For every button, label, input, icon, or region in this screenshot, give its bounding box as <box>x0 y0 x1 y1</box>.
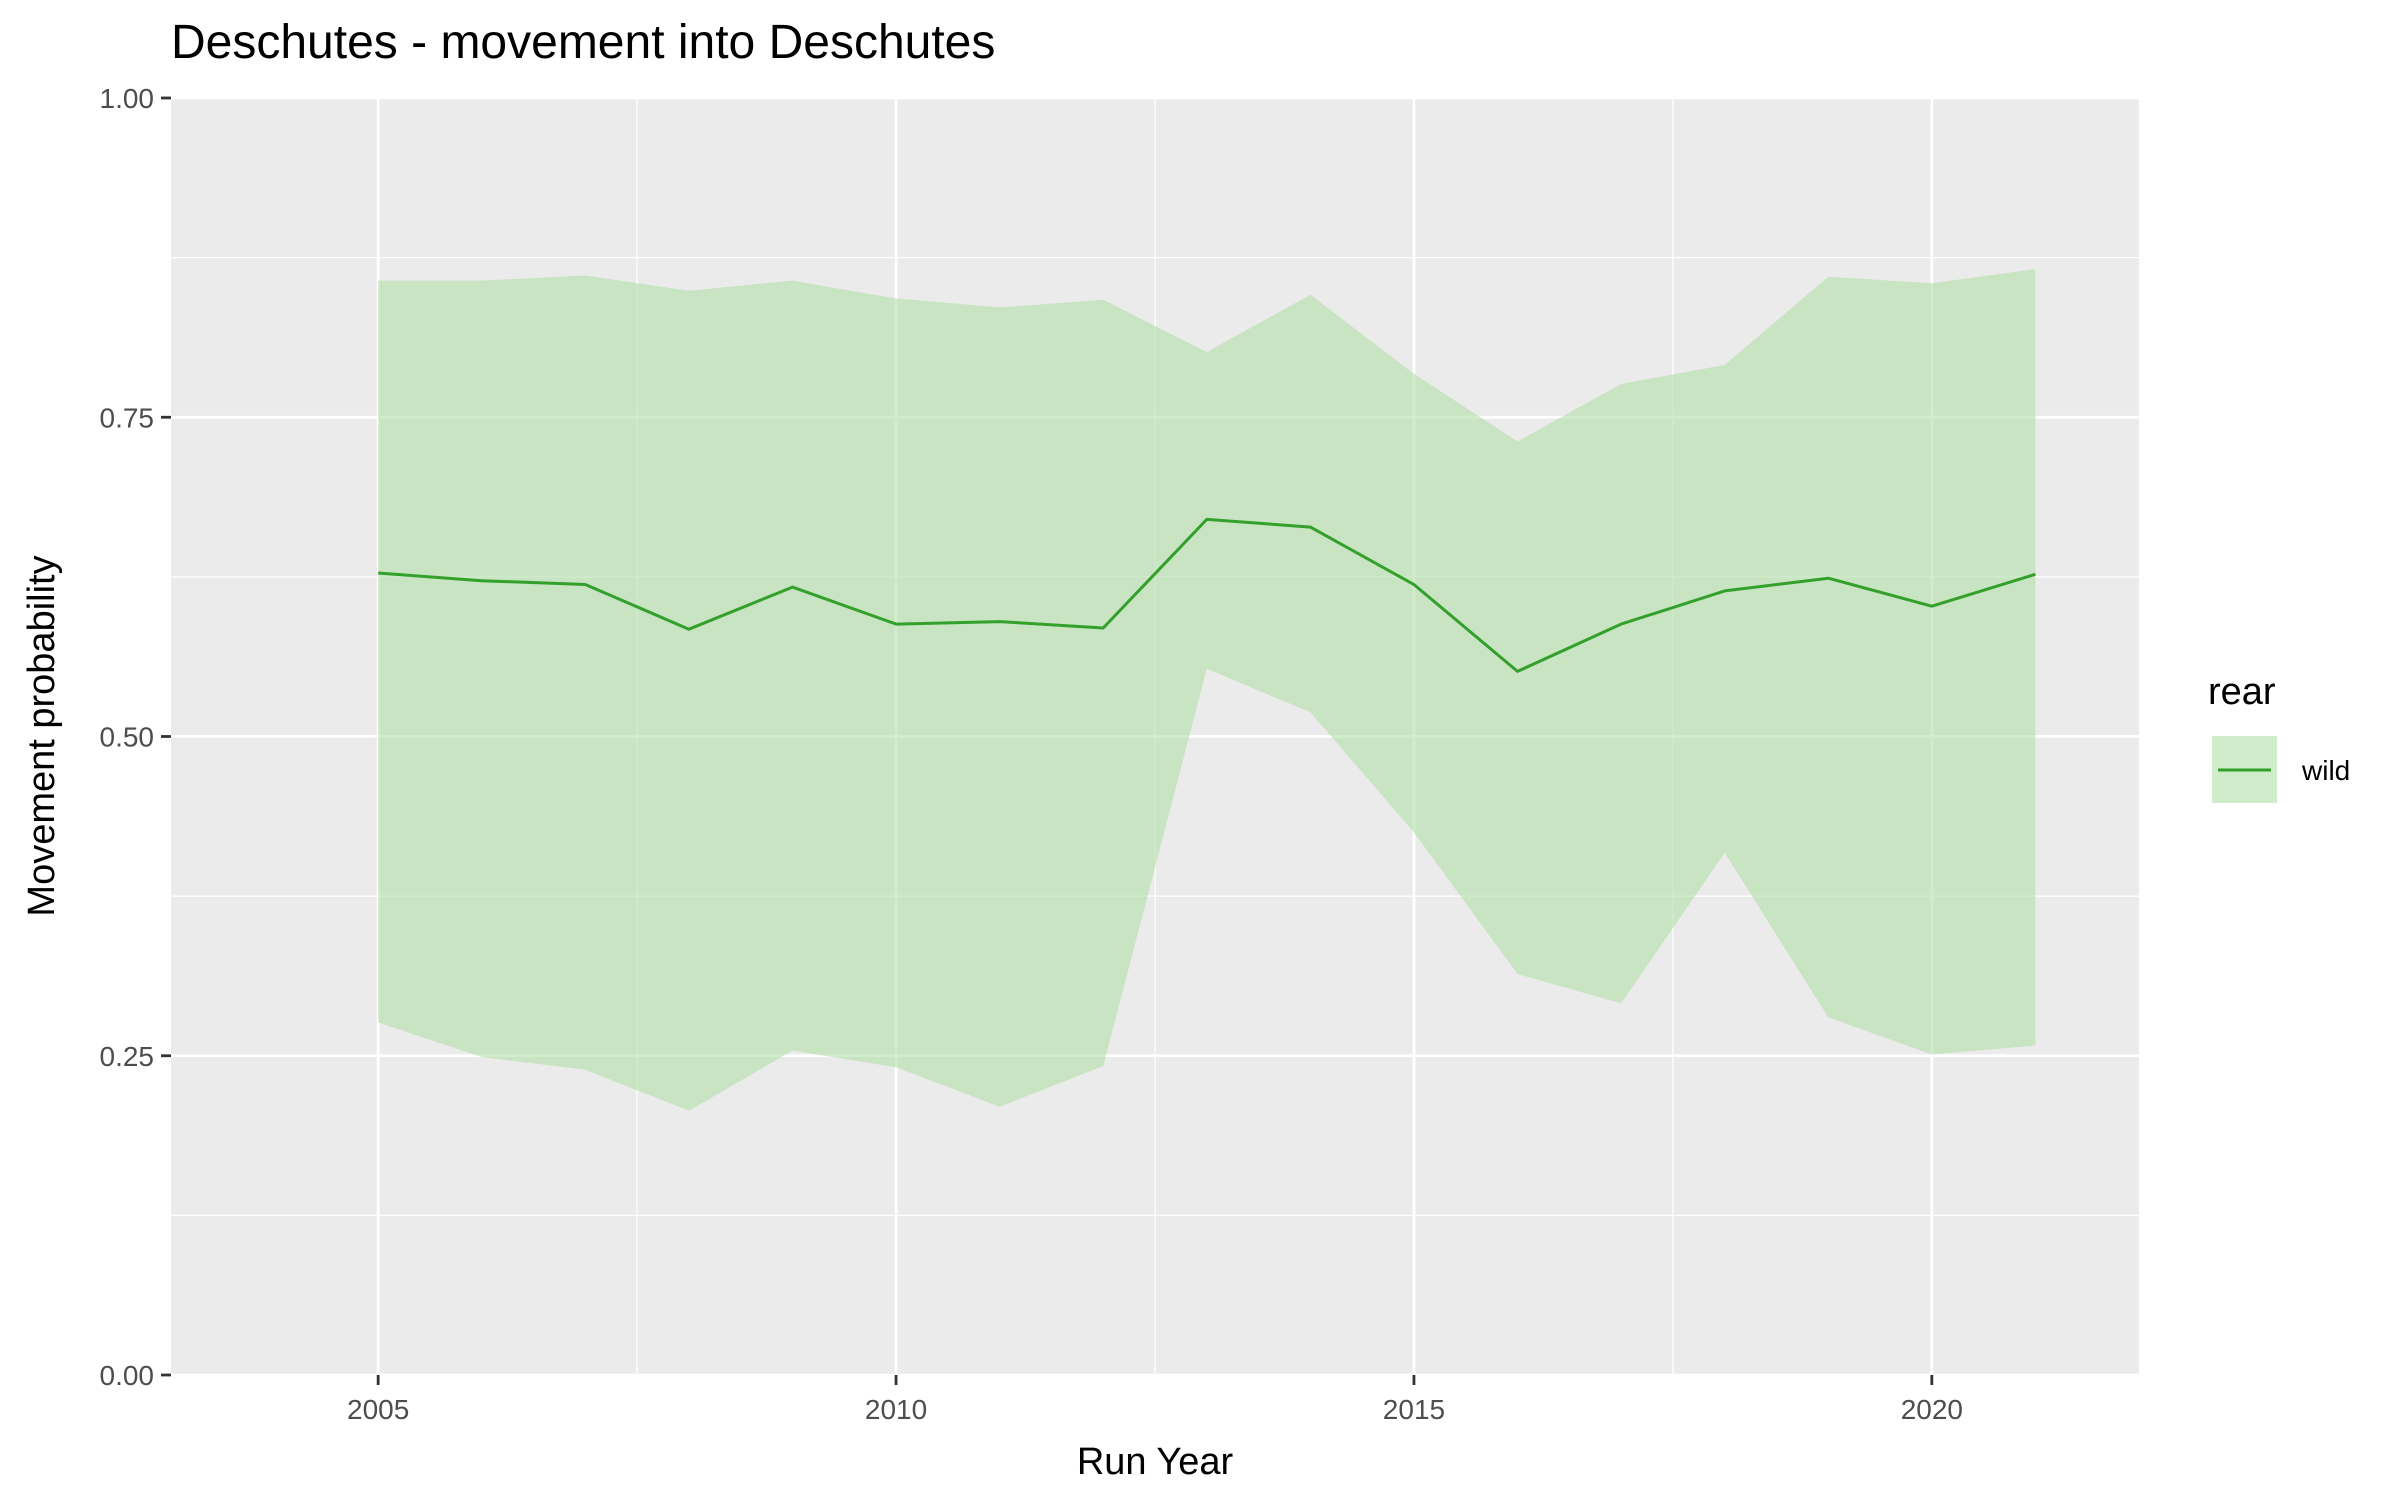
y-axis: 0.00 0.25 0.50 0.75 1.00 <box>100 83 171 1391</box>
legend-keys: wild <box>2210 734 2350 805</box>
x-tick-label: 2010 <box>865 1394 927 1425</box>
series-ribbon <box>378 269 2036 1111</box>
series-lines <box>378 517 2036 673</box>
y-tick-label: 0.75 <box>100 402 155 433</box>
x-tick-label: 2015 <box>1383 1394 1445 1425</box>
x-tick-label: 2020 <box>1901 1394 1963 1425</box>
y-tick-label: 0.25 <box>100 1041 155 1072</box>
series-line <box>378 517 2036 673</box>
y-axis-title: Movement probability <box>21 555 63 916</box>
legend-title: rear <box>2208 671 2276 713</box>
legend-label: wild <box>2301 755 2350 786</box>
x-tick-label: 2005 <box>347 1394 409 1425</box>
y-tick-label: 0.00 <box>100 1360 155 1391</box>
confidence-ribbons <box>378 269 2036 1111</box>
x-axis-title: Run Year <box>1077 1441 1234 1483</box>
chart-title: Deschutes - movement into Deschutes <box>171 16 995 69</box>
x-axis: 2005 2010 2015 2020 <box>347 1375 1963 1425</box>
y-tick-label: 0.50 <box>100 722 155 753</box>
y-tick-label: 1.00 <box>100 83 155 114</box>
legend: rear wild <box>2208 671 2350 805</box>
